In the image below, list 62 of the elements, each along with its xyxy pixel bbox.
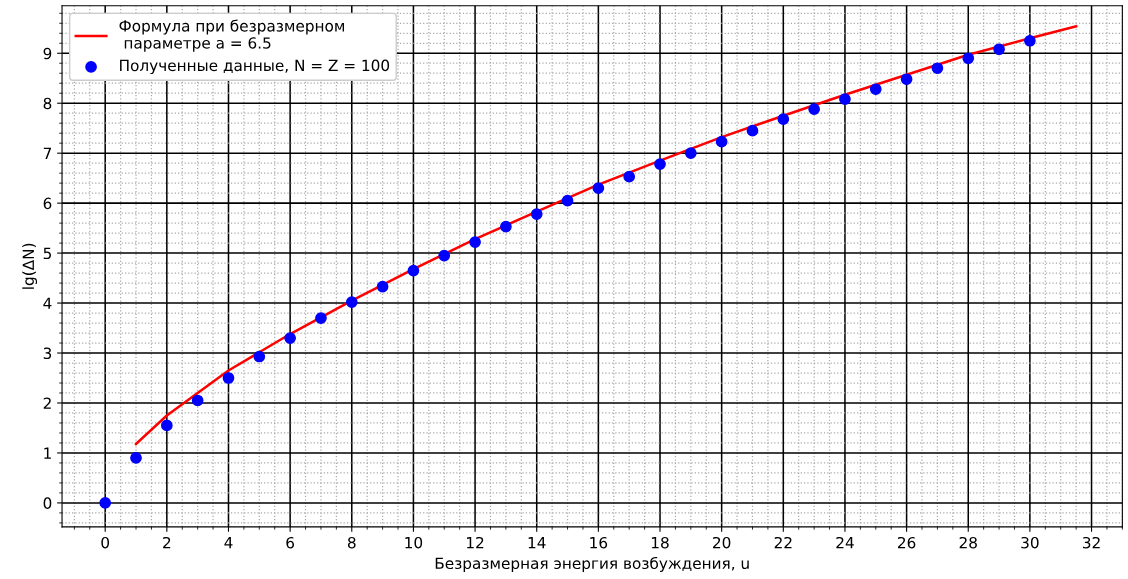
point [191,394,204,407]
x-tick-label: 24 [836,536,854,549]
point [839,93,851,106]
y-tick-label: 8 [43,97,52,110]
x-tick-label: 6 [286,536,295,549]
point [500,220,512,233]
point [160,419,173,432]
point [253,350,266,363]
point [130,452,142,464]
point [777,113,790,126]
point [654,158,666,171]
y-tick-label: 9 [43,47,52,60]
point [376,280,389,293]
y-tick-label: 4 [43,297,52,309]
x-tick-label: 10 [405,536,423,549]
x-axis-title: Безразмерная энергия возбуждения, u [435,556,749,572]
point [931,62,944,75]
x-tick-label: 20 [713,536,731,549]
point [993,43,1005,56]
y-tick-label: 6 [43,197,52,210]
y-tick-label: 3 [43,347,52,360]
point [592,182,605,194]
point [900,73,913,86]
point [1024,34,1036,47]
point [222,372,235,384]
legend-label: Полученные данные, N = Z = 100 [120,59,390,75]
point [962,52,975,65]
point [808,103,820,116]
point [469,236,481,248]
x-tick-label: 12 [467,536,484,549]
x-tick-label: 8 [347,536,356,549]
x-tick-label: 16 [590,536,608,549]
x-tick-label: 22 [774,536,792,549]
legend-label: Формула при безразмерном параметре a = 6.5 [119,19,345,52]
y-tick-label: 0 [43,497,52,509]
x-tick-label: 0 [101,536,110,549]
y-tick-label: 2 [43,397,51,409]
point [438,249,451,262]
point [345,296,358,308]
y-tick-label: 5 [43,247,51,260]
point [315,312,327,324]
point [746,124,759,137]
point [99,497,112,509]
x-tick-label: 18 [651,536,669,549]
point [715,135,728,148]
x-tick-label: 2 [163,536,171,549]
x-tick-label: 14 [528,537,546,549]
point [684,147,697,160]
point [561,194,574,207]
point [869,83,882,96]
x-tick-label: 26 [898,536,916,549]
x-tick-label: 28 [959,536,977,549]
point [407,264,420,277]
x-tick-label: 30 [1021,536,1039,549]
x-tick-label: 32 [1082,536,1100,549]
point [623,170,636,183]
y-tick-label: 1 [44,447,51,459]
point [284,332,296,344]
y-tick-label: 7 [43,147,52,159]
point [530,208,543,220]
y-axis-title: lg(ΔN) [22,243,38,289]
x-tick-label: 4 [224,537,233,549]
